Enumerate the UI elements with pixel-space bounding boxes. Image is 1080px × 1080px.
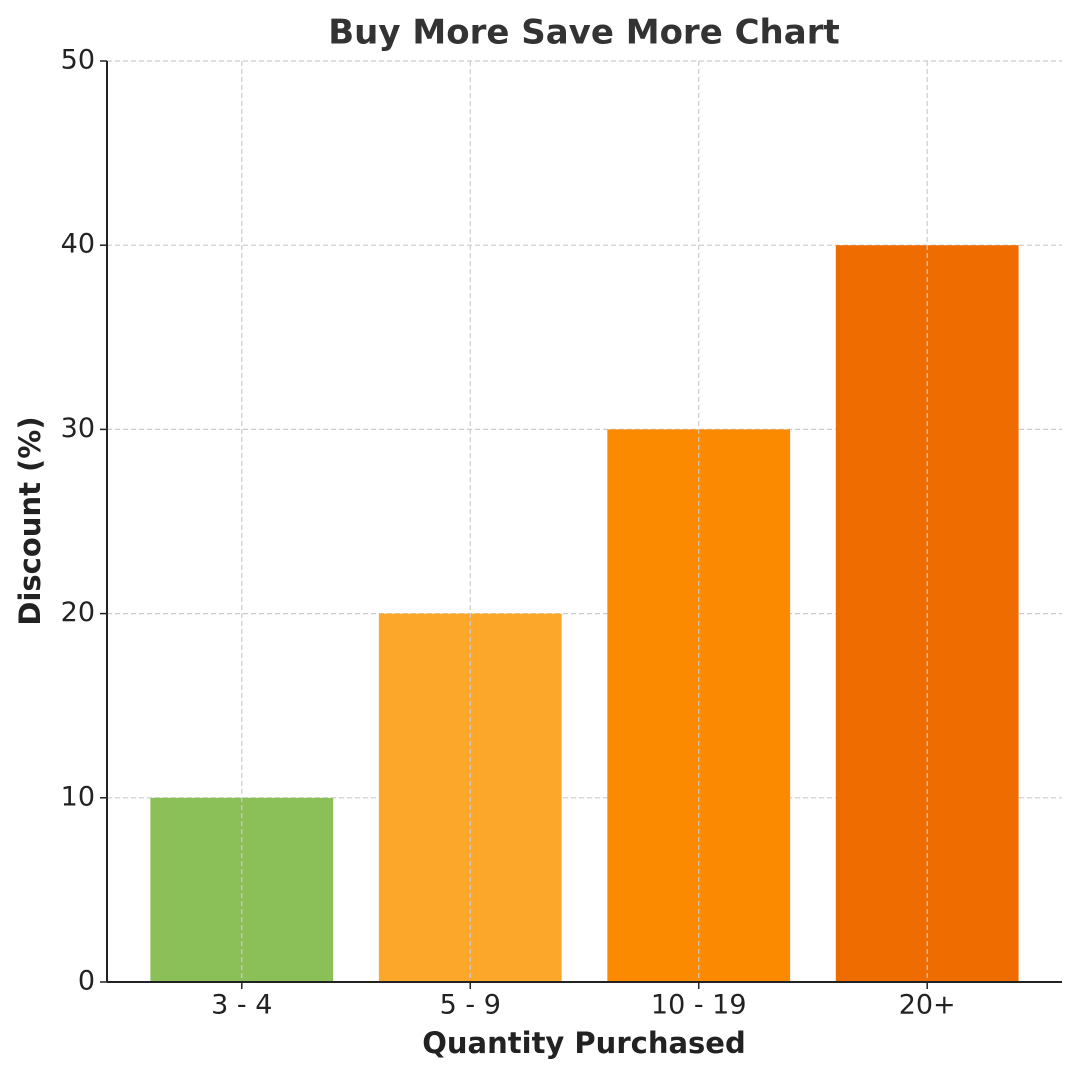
y-axis-label: Discount (%) bbox=[13, 416, 47, 625]
y-tick-label: 40 bbox=[61, 229, 95, 260]
chart-title: Buy More Save More Chart bbox=[328, 13, 839, 53]
y-tick-label: 10 bbox=[61, 781, 95, 812]
x-tick-label: 5 - 9 bbox=[440, 990, 501, 1021]
x-axis-label: Quantity Purchased bbox=[422, 1026, 745, 1060]
y-tick-label: 0 bbox=[78, 966, 95, 997]
y-tick-label: 20 bbox=[61, 597, 95, 628]
y-tick-label: 30 bbox=[61, 413, 95, 444]
y-tick-label: 50 bbox=[61, 45, 95, 76]
x-tick-label: 3 - 4 bbox=[211, 990, 272, 1021]
x-tick-label: 10 - 19 bbox=[651, 990, 747, 1021]
x-tick-label: 20+ bbox=[899, 990, 956, 1021]
